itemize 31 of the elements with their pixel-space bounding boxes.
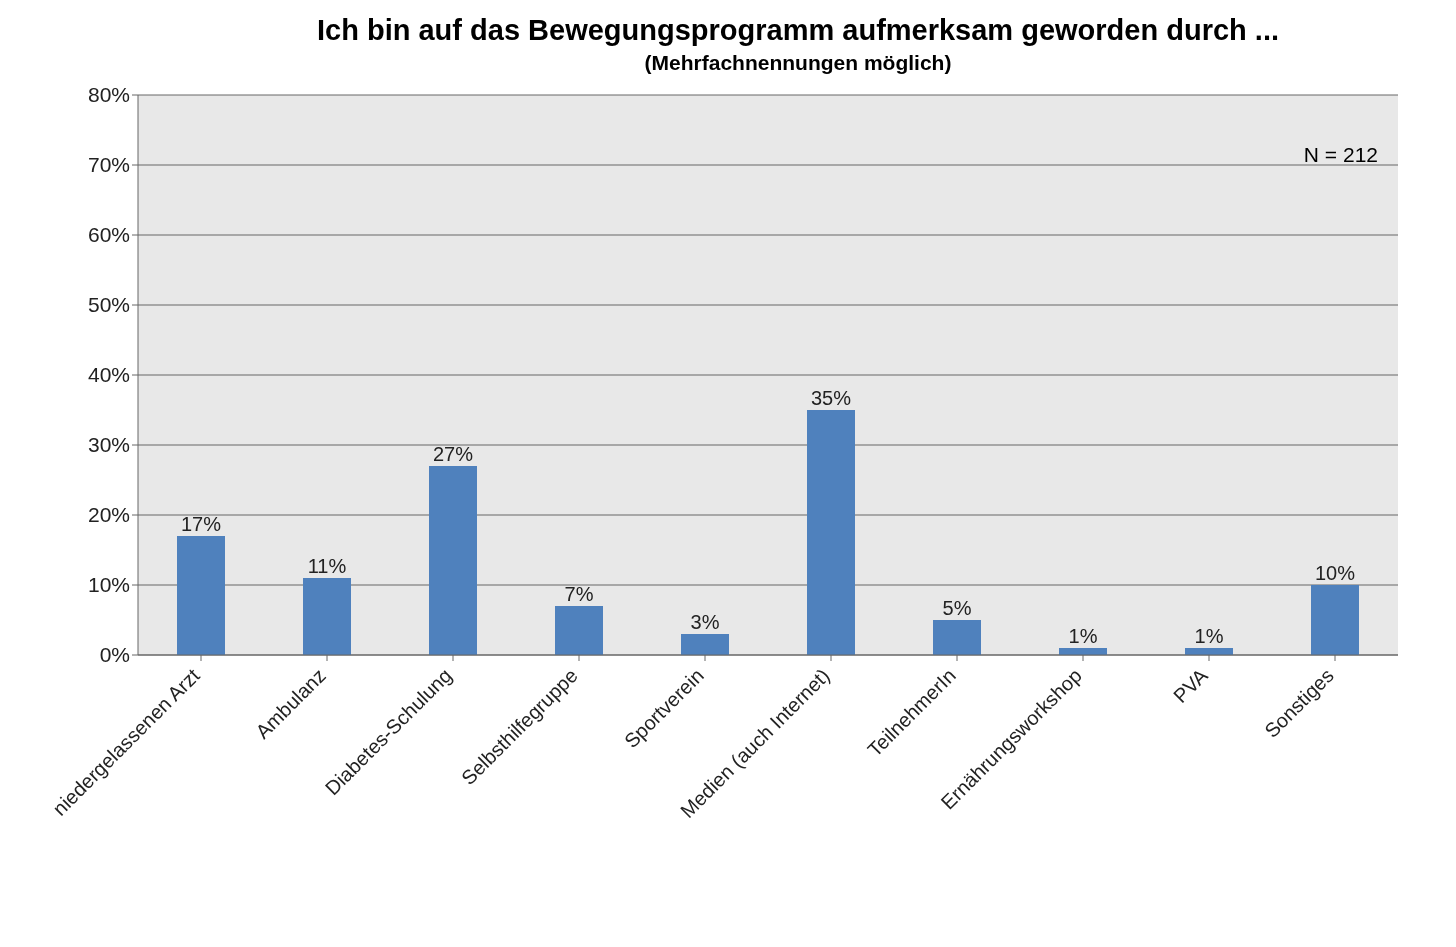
data-label: 1%: [1194, 625, 1224, 647]
chart-title: Ich bin auf das Bewegungsprogramm aufmerksam geworden durch ...: [316, 14, 1280, 47]
data-label: 17%: [180, 513, 222, 535]
y-tick-label: 70%: [87, 153, 130, 177]
y-tick-label: 60%: [87, 223, 130, 247]
chart-subtitle: (Mehrfachnennungen möglich): [643, 51, 953, 75]
y-tick-label: 40%: [87, 363, 130, 387]
y-tick-label: 30%: [87, 433, 130, 457]
data-label: 3%: [690, 611, 720, 633]
bar: [303, 578, 351, 655]
data-label: 10%: [1314, 562, 1356, 584]
y-tick-label: 10%: [87, 573, 130, 597]
data-label: 27%: [432, 443, 474, 465]
bar: [177, 536, 225, 655]
bar: [807, 410, 855, 655]
annotation: N = 212: [1303, 143, 1378, 167]
y-tick-label: 80%: [87, 83, 130, 107]
bar: [933, 620, 981, 655]
y-tick-label: 50%: [87, 293, 130, 317]
bar: [1311, 585, 1359, 655]
bar: [429, 466, 477, 655]
data-label: 5%: [942, 597, 972, 619]
y-tick-label: 20%: [87, 503, 130, 527]
data-label: 35%: [810, 387, 852, 409]
data-label: 11%: [307, 555, 347, 577]
bar: [555, 606, 603, 655]
x-tick-label: PVA: [1169, 663, 1213, 708]
data-label: 1%: [1068, 625, 1098, 647]
bar: [681, 634, 729, 655]
y-tick-label: 0%: [99, 643, 130, 667]
data-label: 7%: [564, 583, 594, 605]
